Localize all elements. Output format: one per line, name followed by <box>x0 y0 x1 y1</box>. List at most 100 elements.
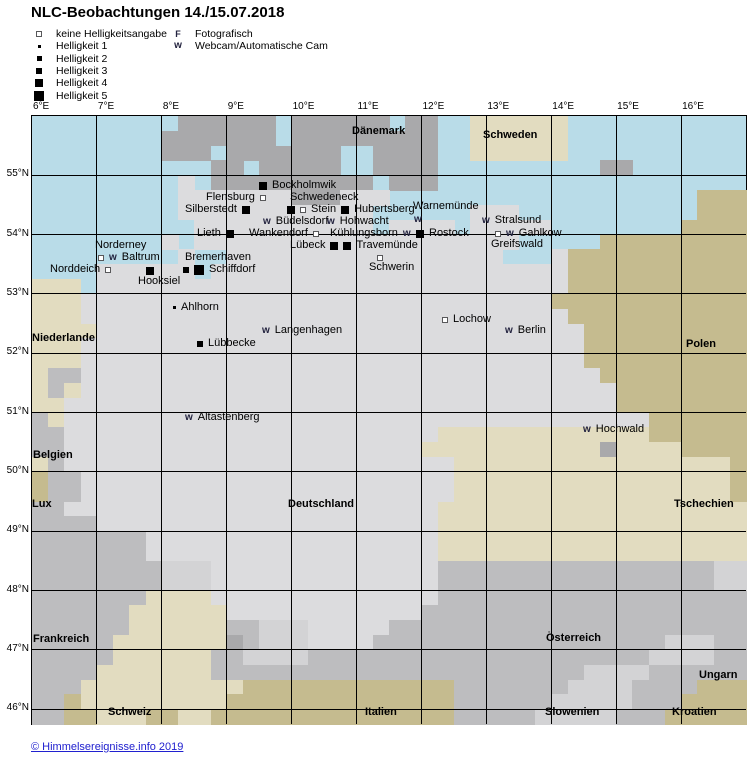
station-label: Bremerhaven <box>185 251 252 263</box>
no-brightness-marker-icon <box>36 31 42 38</box>
map-cell <box>64 427 439 443</box>
map-cell <box>161 130 276 147</box>
map-cell <box>226 620 260 636</box>
legend-icon-box: w <box>170 41 186 51</box>
station-label: Travemünde <box>356 239 418 251</box>
station-label: Norderney <box>95 239 147 251</box>
map-cell <box>48 368 82 384</box>
station-kühlungsborn: Kühlungsborn w <box>330 228 411 239</box>
grid-line <box>32 471 746 473</box>
station-berlin: w Berlin <box>505 325 546 336</box>
map-cell <box>453 471 731 488</box>
legend-label: Helligkeit 5 <box>56 89 108 102</box>
station-marker: w <box>414 214 422 225</box>
map-cell <box>551 694 633 710</box>
brightness-marker-icon <box>259 181 267 190</box>
map-cell <box>32 427 66 443</box>
map-cell <box>113 635 228 651</box>
map-cell <box>64 442 423 458</box>
legend-label: keine Helligkeitsangabe <box>56 28 167 41</box>
map-cell <box>713 560 747 577</box>
map-cell <box>32 664 98 681</box>
no-brightness-marker-icon <box>442 316 448 323</box>
legend-method-row-1: w Webcam/Automatische Cam <box>170 40 328 52</box>
map-cell <box>291 130 439 147</box>
grid-line <box>356 116 358 724</box>
legend-icon-box <box>31 68 47 75</box>
map-cell <box>291 190 341 206</box>
legend-label: Helligkeit 1 <box>56 40 108 53</box>
station-norddeich: Norddeich <box>50 264 112 275</box>
grid-line <box>32 234 746 236</box>
country-label-slowenien: Slowenien <box>545 706 600 718</box>
map-cell <box>32 486 49 503</box>
country-label-schweden: Schweden <box>483 129 538 141</box>
map-cell <box>32 338 82 354</box>
latitude-tick-label: 53°N <box>6 286 29 298</box>
map-cell <box>210 590 439 606</box>
brightness-marker-icon <box>343 241 352 250</box>
map-cell <box>32 308 82 325</box>
brightness-marker-icon <box>183 266 189 273</box>
map-cell <box>48 457 66 473</box>
webcam-marker-icon: w <box>505 324 513 336</box>
map-cell <box>729 486 747 503</box>
map-cell <box>372 635 666 651</box>
map-cell <box>32 471 49 488</box>
station-ahlhorn: Ahlhorn <box>173 302 219 313</box>
map-cell <box>389 175 439 191</box>
legend-method-row-0: F Fotografisch <box>170 28 328 40</box>
map-cell <box>551 249 569 265</box>
footer-credit-link[interactable]: © Himmelsereignisse.info 2019 <box>31 741 184 753</box>
map-cell <box>307 620 390 636</box>
map-cell <box>470 145 569 162</box>
map-cell <box>583 338 747 354</box>
map-cell <box>80 382 617 399</box>
map-cell <box>96 709 147 725</box>
longitude-tick-label: 13°E <box>487 101 510 112</box>
station-label: Baltrum <box>121 251 160 263</box>
map-cell <box>681 694 747 710</box>
grid-line <box>32 590 746 592</box>
map-cell <box>48 412 66 428</box>
map-cell <box>161 145 212 162</box>
grid-line <box>420 116 422 724</box>
map-cell <box>178 709 212 725</box>
station-marker <box>377 252 383 263</box>
map-cell <box>32 531 147 547</box>
station-lochow: Lochow <box>442 314 491 325</box>
longitude-tick-label: 12°E <box>422 101 445 112</box>
map-cell <box>648 427 747 443</box>
map-cell <box>48 486 82 503</box>
station-label: Schwerin <box>369 261 415 273</box>
legend-brightness-row-3: Helligkeit 3 <box>31 65 167 77</box>
station-lübeck: Lübeck Travemünde <box>290 240 418 251</box>
legend-label: Webcam/Automatische Cam <box>195 40 328 53</box>
map-cell <box>307 649 650 666</box>
legend-icon-box <box>31 79 47 88</box>
map-cell <box>64 709 98 725</box>
station-label: Lübbecke <box>208 337 256 349</box>
no-brightness-marker-icon <box>300 206 306 213</box>
map-cell <box>713 635 747 651</box>
map-cell <box>80 308 569 325</box>
station-schwerin: Schwerin <box>369 262 414 273</box>
latitude-tick-label: 51°N <box>6 405 29 417</box>
map-cell <box>307 635 374 651</box>
country-label-dänemark: Dänemark <box>352 125 406 137</box>
map-cell <box>210 575 439 592</box>
station-stralsund: w Stralsund <box>482 215 541 226</box>
map-cell <box>96 279 569 295</box>
observation-map: Bockholmwik Flensburg Schwedeneck Silberste… <box>31 115 747 725</box>
map-cell <box>713 649 747 666</box>
map-cell <box>648 412 747 428</box>
map-cell <box>210 664 585 681</box>
photographic-marker-icon: F <box>175 28 181 39</box>
map-cell <box>437 427 650 443</box>
map-cell <box>64 397 617 414</box>
latitude-tick-label: 49°N <box>6 524 29 536</box>
map-cell <box>372 145 439 162</box>
map-cell <box>32 679 82 695</box>
map-cell <box>96 264 195 280</box>
grid-line <box>96 116 98 724</box>
